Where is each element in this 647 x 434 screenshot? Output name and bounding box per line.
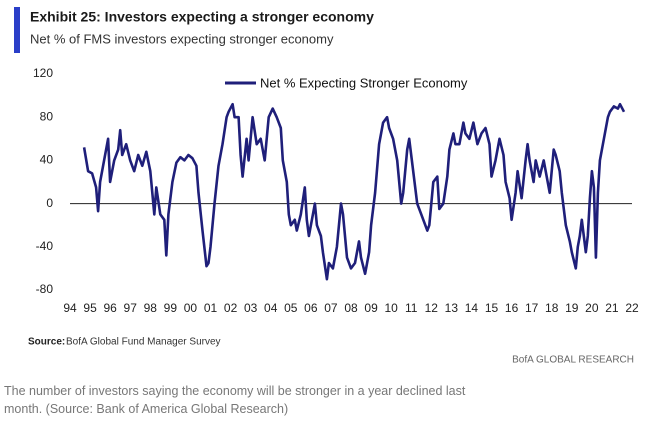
x-tick-label: 07	[324, 301, 338, 315]
caption-line: The number of investors saying the econo…	[4, 384, 466, 416]
y-tick-label: -80	[36, 282, 54, 296]
y-tick-label: 0	[46, 196, 53, 210]
legend-label: Net % Expecting Stronger Economy	[260, 75, 468, 90]
x-tick-label: 14	[465, 301, 479, 315]
x-tick-label: 13	[445, 301, 459, 315]
x-tick-label: 05	[284, 301, 298, 315]
y-tick-label: -40	[36, 239, 54, 253]
x-tick-label: 16	[505, 301, 519, 315]
chart-title: Exhibit 25: Investors expecting a strong…	[30, 9, 374, 25]
x-tick-label: 08	[344, 301, 358, 315]
source: BofA Global Fund Manager Survey	[66, 337, 221, 348]
x-tick-label: 02	[224, 301, 238, 315]
x-tick-label: 09	[364, 301, 378, 315]
x-tick-label: 99	[164, 301, 178, 315]
x-tick-label: 15	[485, 301, 499, 315]
x-tick-label: 17	[525, 301, 539, 315]
x-tick-label: 98	[144, 301, 158, 315]
x-tick-label: 20	[585, 301, 599, 315]
x-tick-label: 11	[405, 301, 418, 315]
accent-bar	[14, 7, 20, 53]
source-label: Source:	[28, 337, 65, 348]
brand: BofA GLOBAL RESEARCH	[512, 355, 634, 366]
x-tick-label: 00	[184, 301, 198, 315]
y-tick-label: 120	[33, 66, 53, 80]
x-tick-label: 10	[384, 301, 398, 315]
x-tick-label: 95	[83, 301, 97, 315]
x-tick-label: 04	[264, 301, 278, 315]
y-tick-label: 40	[40, 153, 54, 167]
x-tick-label: 06	[304, 301, 318, 315]
x-tick-label: 01	[204, 301, 218, 315]
series-line	[82, 102, 626, 281]
x-tick-label: 96	[103, 301, 117, 315]
chart-subtitle: Net % of FMS investors expecting stronge…	[30, 31, 334, 46]
x-tick-label: 22	[625, 301, 639, 315]
x-tick-label: 12	[425, 301, 439, 315]
y-tick-label: 80	[40, 109, 54, 123]
x-tick-label: 21	[605, 301, 619, 315]
x-tick-label: 18	[545, 301, 559, 315]
x-tick-label: 19	[565, 301, 579, 315]
x-tick-label: 94	[63, 301, 77, 315]
x-tick-label: 97	[124, 301, 138, 315]
x-tick-label: 03	[244, 301, 258, 315]
